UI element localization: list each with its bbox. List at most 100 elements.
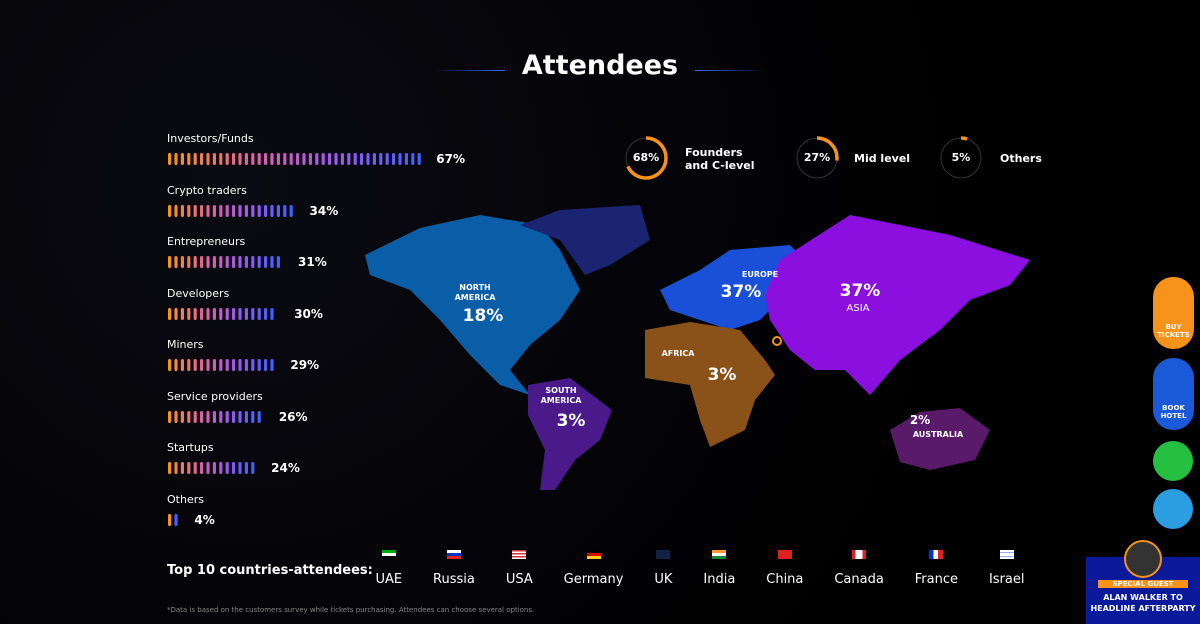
- bar-pill: [212, 256, 216, 268]
- country-name: Israel: [988, 572, 1025, 587]
- bar-pill: [168, 153, 172, 165]
- bar-pill: [200, 307, 204, 320]
- level-value: 5%: [951, 151, 971, 164]
- bar-pill: [187, 462, 191, 474]
- bar-pill: [257, 153, 261, 165]
- bar-pill: [353, 153, 357, 165]
- country-name: France: [914, 572, 958, 587]
- book-hotel-button[interactable]: BOOK HOTEL: [1153, 358, 1194, 430]
- bar-pill: [251, 462, 255, 474]
- bar-pill: [328, 153, 332, 165]
- bar-pill: [257, 359, 261, 371]
- bar-pill: [168, 462, 172, 474]
- banner-text: ALAN WALKER TO HEADLINE AFTERPARTY: [1090, 593, 1196, 613]
- bar-pill: [168, 256, 172, 268]
- divider: [435, 70, 505, 71]
- bar-pill: [219, 410, 223, 423]
- bar-pill: [187, 204, 191, 217]
- bar-pill: [206, 462, 210, 474]
- bar-pill: [270, 153, 274, 165]
- bar-pill: [251, 153, 255, 165]
- segment-label: Crypto traders: [167, 183, 247, 197]
- segment-value: 29%: [290, 358, 320, 372]
- segment-label: Miners: [167, 338, 204, 351]
- bar-pill: [244, 256, 248, 268]
- bar-pill: [168, 410, 172, 423]
- segment-value: 26%: [278, 409, 308, 424]
- region-name: AUSTRALIA: [912, 430, 964, 439]
- bar-pill: [193, 256, 197, 268]
- country-name: India: [703, 572, 736, 587]
- australia: [890, 408, 990, 470]
- bar-pill: [187, 153, 191, 165]
- country-flag: [656, 550, 671, 559]
- region-share: 2%: [909, 413, 931, 427]
- bar-pill: [168, 307, 172, 320]
- europe: [660, 245, 810, 330]
- bar-pill: [168, 359, 172, 371]
- region-share: 3%: [556, 411, 586, 431]
- bar-pill: [200, 359, 204, 371]
- segment-value: 67%: [436, 152, 465, 166]
- segment-value: 4%: [194, 512, 215, 527]
- telegram-button[interactable]: [1153, 489, 1193, 529]
- bar-pill: [193, 462, 197, 474]
- segment-label: Developers: [167, 286, 230, 300]
- asia: [765, 215, 1030, 395]
- segment-bar: [168, 256, 280, 268]
- level-label: Mid level: [854, 152, 911, 165]
- buy-tickets-button[interactable]: BUY TICKETS: [1153, 277, 1194, 349]
- bar-pill: [225, 204, 229, 217]
- segment-label: Investors/Funds: [167, 132, 254, 145]
- bar-pill: [225, 256, 229, 268]
- segment-bar: [168, 462, 255, 474]
- bar-pill: [334, 153, 338, 165]
- bar-pill: [283, 153, 287, 165]
- segment-value: 31%: [298, 255, 327, 269]
- bar-pill: [225, 462, 229, 474]
- bar-pill: [264, 359, 268, 371]
- bar-pill: [200, 462, 204, 474]
- country-flag: [852, 550, 867, 559]
- bar-pill: [379, 153, 383, 165]
- bar-pill: [174, 204, 178, 217]
- bar-pill: [270, 307, 274, 320]
- bar-pill: [225, 410, 229, 423]
- bar-pill: [283, 204, 287, 217]
- bar-pill: [257, 307, 261, 320]
- bar-pill: [225, 153, 229, 165]
- bar-pill: [206, 204, 210, 217]
- bar-pill: [270, 359, 274, 371]
- bar-pill: [270, 256, 274, 268]
- segment-bar: [168, 359, 274, 371]
- segment-label: Entrepreneurs: [167, 235, 246, 248]
- country-name: China: [766, 572, 804, 587]
- level-value: 68%: [632, 151, 660, 164]
- region-share: 37%: [839, 281, 881, 301]
- bar-pill: [251, 256, 255, 268]
- country-name: UAE: [375, 572, 403, 587]
- bar-pill: [193, 410, 197, 423]
- bar-pill: [193, 359, 197, 371]
- segment-label: Startups: [167, 441, 214, 454]
- bar-pill: [168, 204, 172, 217]
- bar-pill: [206, 359, 210, 371]
- bar-pill: [200, 204, 204, 217]
- whatsapp-button[interactable]: [1153, 441, 1193, 481]
- bar-pill: [251, 410, 255, 423]
- bar-pill: [340, 153, 344, 165]
- country-flag: [512, 550, 527, 559]
- bar-pill: [238, 410, 242, 423]
- segment-value: 24%: [271, 461, 300, 475]
- bar-pill: [398, 153, 402, 165]
- bar-pill: [180, 153, 184, 165]
- bar-pill: [296, 153, 300, 165]
- guest-banner[interactable]: SPECIAL GUEST ALAN WALKER TO HEADLINE AF…: [1086, 540, 1200, 624]
- bar-pill: [244, 307, 248, 320]
- bar-pill: [206, 307, 210, 320]
- bar-pill: [174, 256, 178, 268]
- button-label: BOOK HOTEL: [1160, 404, 1187, 420]
- bar-pill: [180, 410, 184, 423]
